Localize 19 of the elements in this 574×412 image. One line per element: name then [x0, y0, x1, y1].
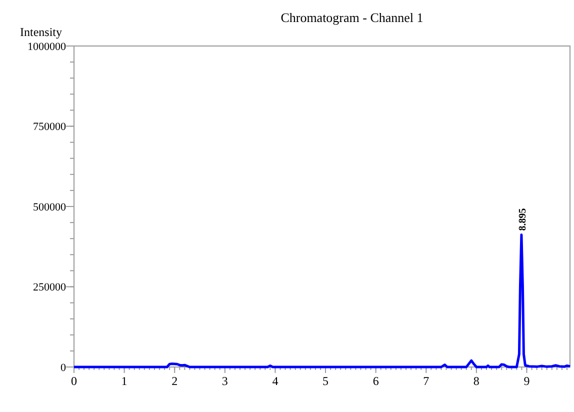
- y-tick-label: 1000000: [28, 40, 66, 53]
- x-tick-label: 5: [322, 374, 329, 388]
- x-tick-label: 9: [524, 374, 530, 388]
- x-tick-label: 1: [121, 374, 128, 388]
- y-tick-label: 0: [60, 362, 66, 374]
- x-tick-label: 2: [172, 374, 178, 388]
- annotation: 8.895: [517, 208, 528, 231]
- y-tick-label: 250000: [33, 282, 66, 294]
- y-axis-title: Intensity: [20, 25, 62, 39]
- x-tick-label: 6: [372, 374, 379, 388]
- x-tick-label: 8: [473, 374, 480, 388]
- x-tick-label: 4: [272, 374, 278, 388]
- y-tick-label: 500000: [33, 201, 66, 214]
- x-tick-label: 0: [71, 374, 77, 388]
- x-tick-label: 3: [222, 374, 228, 388]
- chart-title: Chromatogram - Channel 1: [280, 10, 424, 25]
- y-tick-label: 750000: [33, 121, 66, 134]
- x-tick-label: 7: [423, 374, 430, 388]
- line-series: [72, 234, 572, 368]
